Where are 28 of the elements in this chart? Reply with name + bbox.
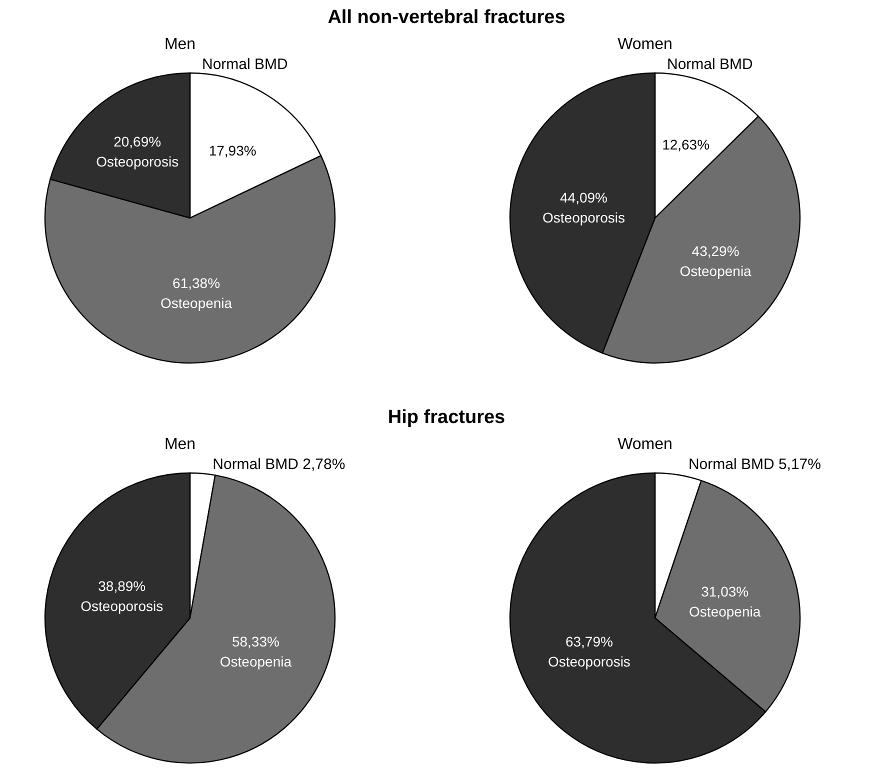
slice-label: Osteoporosis <box>548 653 630 670</box>
data-label: 61,38% <box>172 275 220 292</box>
data-label: 63,79% <box>565 633 613 650</box>
data-label: 12,63% <box>662 136 710 152</box>
slice-label: Osteopenia <box>220 654 292 670</box>
text: Hip fractures <box>388 407 506 428</box>
data-label: 44,09% <box>560 190 608 206</box>
data-label: 38,89% <box>98 578 146 594</box>
chart-title: Men <box>164 36 196 53</box>
slice-label: Osteoporosis <box>542 210 625 226</box>
slice-label: Osteopenia <box>680 262 752 279</box>
slice-label: Normal BMD 5,17% <box>688 456 821 473</box>
data-label: 17,93% <box>208 142 256 159</box>
data-label: 43,29% <box>692 242 740 259</box>
slice-label: Osteopenia <box>689 604 761 620</box>
data-label: 20,69% <box>114 134 162 150</box>
slice-label: Normal BMD <box>667 56 754 73</box>
chart-title: Men <box>164 436 196 453</box>
data-label: 31,03% <box>701 584 749 600</box>
slice-label: Normal BMD <box>202 56 288 73</box>
chart-title: Women <box>618 36 672 53</box>
text: All non-vertebral fractures <box>328 7 566 28</box>
slice-label: Osteoporosis <box>96 154 179 170</box>
chart-title: Women <box>618 436 672 453</box>
slice-label: Normal BMD 2,78% <box>212 456 346 473</box>
slice-label: Osteopenia <box>160 295 232 312</box>
data-label: 58,33% <box>232 634 280 650</box>
slice-label: Osteoporosis <box>80 598 164 614</box>
